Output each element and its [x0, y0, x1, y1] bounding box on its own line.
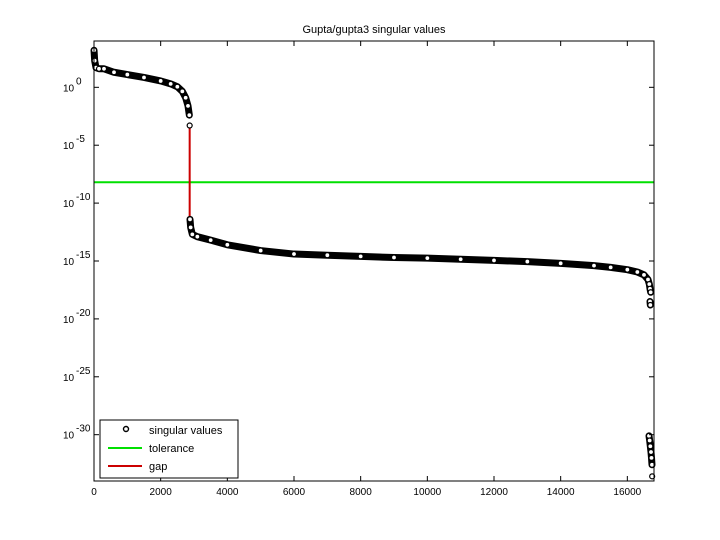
singular-value-point: [157, 77, 164, 85]
legend-marker-singular-values: [122, 425, 130, 433]
singular-value-point: [186, 216, 194, 223]
singular-value-point: [95, 65, 103, 72]
singular-value-point: [490, 257, 498, 264]
singular-value-point: [179, 88, 186, 95]
singular-value-point: [207, 237, 214, 244]
x-tick-label: 0: [91, 487, 97, 498]
y-tick-label-exponent: -20: [76, 308, 91, 319]
singular-value-point: [357, 253, 364, 260]
singular-value-point: [184, 102, 192, 109]
x-tick-label: 6000: [283, 487, 306, 498]
singular-value-point: [646, 437, 653, 444]
singular-value-point: [324, 252, 331, 259]
singular-value-point: [647, 443, 654, 450]
singular-value-point: [257, 247, 264, 254]
plot-area: [90, 46, 656, 480]
singular-value-point: [224, 241, 231, 248]
singular-value-point: [557, 260, 564, 267]
y-tick-label: 10: [63, 141, 75, 152]
singular-value-point: [290, 250, 298, 258]
y-tick-label: 10: [63, 431, 75, 442]
y-tick-label: 10: [63, 315, 75, 326]
y-tick-label-exponent: -30: [76, 424, 91, 435]
singular-value-point: [640, 271, 648, 278]
singular-value-point: [124, 71, 131, 78]
y-tick-label: 10: [63, 83, 75, 94]
x-tick-label: 16000: [613, 487, 641, 498]
singular-value-point: [624, 266, 631, 273]
legend-label: singular values: [149, 425, 223, 437]
legend-label: tolerance: [149, 443, 194, 455]
singular-value-point: [424, 255, 431, 262]
singular-value-point: [607, 264, 614, 271]
singular-value-point: [649, 473, 656, 480]
x-tick-label: 8000: [350, 487, 373, 498]
singular-value-point: [194, 233, 201, 240]
singular-value-point: [524, 258, 531, 265]
y-tick-label-exponent: -25: [76, 366, 91, 377]
singular-value-point: [390, 254, 398, 261]
singular-value-point: [634, 268, 641, 276]
singular-value-point: [91, 57, 98, 64]
x-tick-label: 2000: [150, 487, 173, 498]
singular-value-point: [189, 231, 196, 238]
legend-label: gap: [149, 461, 167, 473]
x-tick-label: 10000: [413, 487, 441, 498]
y-tick-label: 10: [63, 373, 75, 384]
singular-value-point: [647, 448, 655, 456]
chart-title: Gupta/gupta3 singular values: [302, 24, 446, 36]
y-tick-label-exponent: -15: [76, 250, 91, 261]
y-tick-label-exponent: 0: [76, 76, 82, 87]
singular-value-point: [174, 83, 181, 90]
x-tick-label: 12000: [480, 487, 508, 498]
y-tick-label: 10: [63, 257, 75, 268]
y-tick-label-exponent: -10: [76, 192, 91, 203]
y-tick-label-exponent: -5: [76, 134, 85, 145]
singular-value-point: [100, 65, 108, 72]
singular-value-point: [167, 80, 174, 87]
singular-value-point: [186, 112, 193, 119]
singular-value-point: [140, 74, 148, 81]
x-tick-label: 14000: [547, 487, 575, 498]
singular-value-point: [187, 224, 194, 231]
legend: singular values tolerance gap: [99, 419, 239, 479]
axes: 0 2000 4000 6000 8000 10000 12000 14000 16000100…: [63, 40, 655, 498]
y-tick-label: 10: [63, 199, 75, 210]
x-tick-label: 4000: [216, 487, 239, 498]
singular-value-point: [647, 289, 654, 296]
singular-value-point: [457, 256, 464, 263]
singular-value-point: [182, 94, 189, 101]
singular-value-point: [648, 454, 655, 461]
singular-value-point: [647, 301, 654, 309]
singular-value-point: [186, 122, 193, 129]
singular-value-point: [590, 262, 598, 269]
singular-value-point: [110, 69, 118, 76]
